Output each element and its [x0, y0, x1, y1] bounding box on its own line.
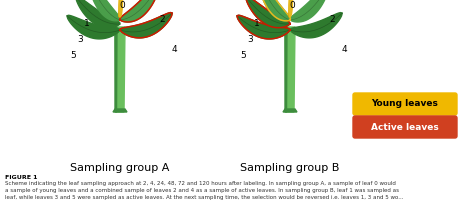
Polygon shape: [237, 15, 290, 39]
Polygon shape: [283, 109, 297, 112]
Text: Sampling group A: Sampling group A: [70, 163, 170, 173]
Text: FIGURE 1: FIGURE 1: [5, 175, 37, 180]
FancyBboxPatch shape: [353, 116, 457, 138]
Text: 5: 5: [70, 51, 76, 61]
Polygon shape: [89, 0, 120, 21]
Polygon shape: [285, 27, 287, 112]
Polygon shape: [76, 0, 120, 28]
Text: 0: 0: [119, 1, 125, 10]
Text: Sampling group B: Sampling group B: [240, 163, 340, 173]
Polygon shape: [67, 15, 120, 39]
Text: 3: 3: [247, 36, 253, 44]
Text: 3: 3: [77, 36, 83, 44]
Polygon shape: [290, 13, 342, 38]
Polygon shape: [289, 0, 293, 17]
Text: leaf, while leaves 3 and 5 were sampled as active leaves. At the next sampling t: leaf, while leaves 3 and 5 were sampled …: [5, 195, 403, 200]
Polygon shape: [115, 27, 117, 112]
Polygon shape: [259, 0, 291, 21]
Text: 2: 2: [159, 15, 165, 25]
Polygon shape: [290, 0, 329, 22]
Polygon shape: [120, 0, 159, 22]
Text: 1: 1: [254, 19, 260, 29]
Polygon shape: [285, 27, 295, 112]
Polygon shape: [246, 0, 290, 28]
FancyBboxPatch shape: [353, 93, 457, 115]
Text: 0: 0: [289, 1, 295, 10]
Polygon shape: [119, 0, 122, 17]
Text: 1: 1: [84, 19, 90, 29]
Polygon shape: [113, 109, 127, 112]
Polygon shape: [289, 0, 292, 17]
Polygon shape: [115, 27, 125, 112]
Text: 4: 4: [341, 46, 347, 55]
Polygon shape: [120, 13, 173, 38]
Text: Active leaves: Active leaves: [371, 122, 439, 131]
Text: a sample of young leaves and a combined sample of leaves 2 and 4 as a sample of : a sample of young leaves and a combined …: [5, 188, 399, 193]
Text: 5: 5: [240, 51, 246, 61]
Polygon shape: [118, 0, 123, 17]
Text: 2: 2: [329, 15, 335, 25]
Text: 4: 4: [171, 46, 177, 55]
Text: Young leaves: Young leaves: [372, 99, 438, 109]
Text: Scheme indicating the leaf sampling approach at 2, 4, 24, 48, 72 and 120 hours a: Scheme indicating the leaf sampling appr…: [5, 181, 396, 186]
